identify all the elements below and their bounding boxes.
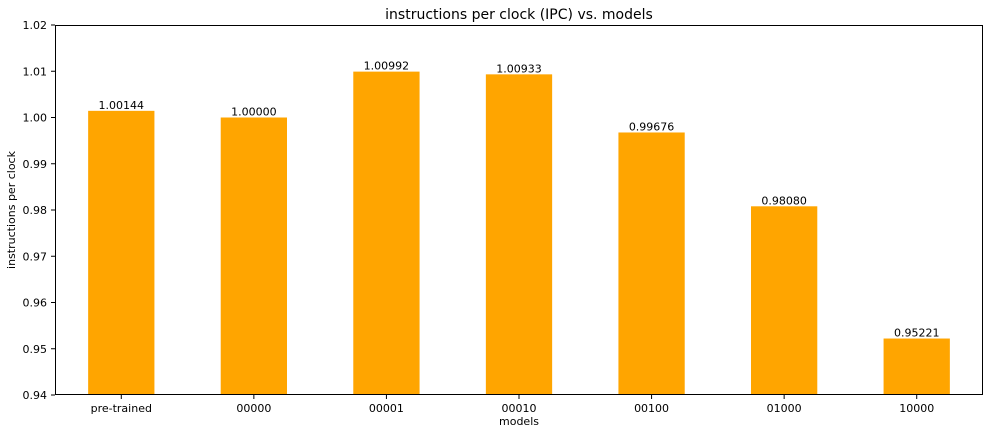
- x-axis-ticks: pre-trained 00000 00001 00010 00100 01000 1000…: [91, 395, 934, 415]
- y-tick-label: 0.97: [23, 250, 48, 263]
- bar-value-label: 0.99676: [629, 120, 675, 133]
- bar-value-label: 0.95221: [894, 327, 940, 340]
- x-tick-label: 00000: [236, 402, 271, 415]
- data-labels-group: 1.00144 1.00000 1.00992 1.00933 0.99676 0.980…: [99, 60, 940, 340]
- x-axis-label: models: [499, 415, 539, 428]
- y-axis-ticks: 0.94 0.95 0.96 0.97 0.98 0.99 1.00 1.01 1.02: [23, 19, 55, 402]
- bar-value-label: 1.00144: [99, 99, 145, 112]
- bar-value-label: 1.00000: [231, 106, 277, 119]
- chart-title: instructions per clock (IPC) vs. models: [385, 7, 653, 23]
- x-tick-label: 01000: [767, 402, 802, 415]
- bar-00010: [485, 74, 553, 395]
- y-tick-label: 1.00: [23, 112, 48, 125]
- y-tick-label: 0.96: [23, 297, 48, 310]
- bar-00000: [220, 117, 287, 395]
- bar-value-label: 0.98080: [761, 194, 807, 207]
- bars-group: [88, 71, 950, 396]
- y-tick-label: 1.02: [23, 19, 48, 32]
- plot-area-frame: [55, 25, 983, 395]
- x-tick-label: 00100: [634, 402, 669, 415]
- y-axis-label: instructions per clock: [5, 150, 18, 269]
- x-tick-label: 10000: [899, 402, 934, 415]
- bar-value-label: 1.00992: [364, 60, 410, 73]
- x-tick-label: 00001: [369, 402, 404, 415]
- y-tick-label: 0.95: [23, 343, 48, 356]
- bar-00100: [618, 132, 685, 396]
- bar-value-label: 1.00933: [496, 62, 542, 75]
- bar-01000: [751, 206, 818, 395]
- bar-00001: [353, 71, 420, 396]
- y-tick-label: 1.01: [23, 65, 48, 78]
- x-tick-label: 00010: [502, 402, 537, 415]
- bar-10000: [883, 338, 950, 395]
- bar-pre-trained: [88, 110, 155, 395]
- y-tick-label: 0.98: [23, 204, 48, 217]
- x-tick-label: pre-trained: [91, 402, 152, 415]
- y-tick-label: 0.99: [23, 158, 48, 171]
- y-tick-label: 0.94: [23, 389, 48, 402]
